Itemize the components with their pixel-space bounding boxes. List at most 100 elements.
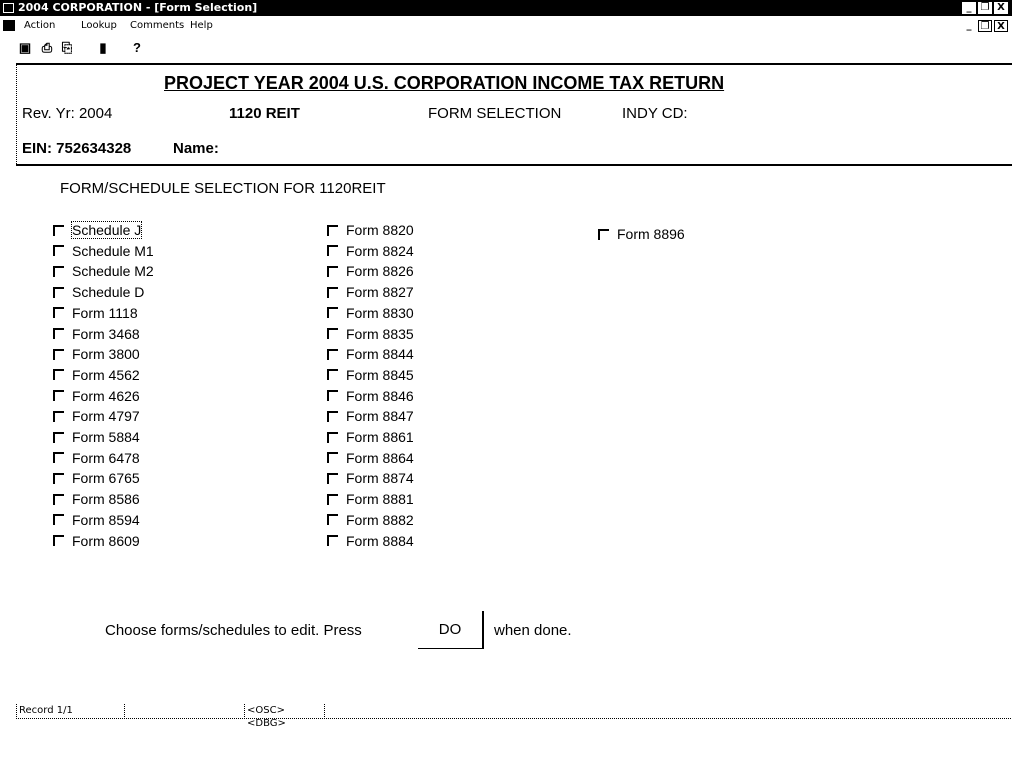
- status-pane: [324, 704, 1007, 717]
- form-checkbox[interactable]: Form 4562: [53, 367, 140, 383]
- form-checkbox-label: Form 4626: [72, 387, 140, 404]
- checkbox-icon[interactable]: [53, 245, 64, 257]
- checkbox-icon[interactable]: [53, 286, 64, 298]
- exit-icon[interactable]: ▮: [99, 40, 107, 55]
- ein: EIN: 752634328: [22, 140, 132, 157]
- form-checkbox[interactable]: Form 8846: [327, 388, 414, 404]
- checkbox-icon[interactable]: [53, 369, 64, 381]
- checkbox-icon[interactable]: [53, 348, 64, 360]
- form-checkbox[interactable]: Form 8594: [53, 512, 140, 528]
- form-checkbox[interactable]: Form 8884: [327, 533, 414, 549]
- status-pane: [124, 704, 187, 717]
- form-checkbox[interactable]: Form 3468: [53, 326, 140, 342]
- print-preview-icon[interactable]: ⎘: [61, 40, 73, 55]
- form-checkbox[interactable]: Form 6478: [53, 450, 140, 466]
- form-checkbox-label: Form 8845: [346, 366, 414, 383]
- form-checkbox[interactable]: Form 8609: [53, 533, 140, 549]
- checkbox-icon[interactable]: [598, 228, 609, 240]
- checkbox-icon[interactable]: [327, 307, 338, 319]
- form-checkbox-label: Schedule J: [70, 221, 143, 239]
- help-icon[interactable]: ?: [133, 40, 141, 55]
- child-close-button[interactable]: X: [994, 20, 1008, 32]
- form-checkbox[interactable]: Form 8896: [598, 226, 685, 242]
- toolbar: ▣ ⎙ ⎘ ▮ ?: [0, 38, 400, 60]
- checkbox-icon[interactable]: [327, 535, 338, 546]
- status-flags: <OSC> <DBG>: [244, 704, 327, 729]
- do-button[interactable]: DO: [418, 611, 484, 649]
- minimize-button[interactable]: _: [962, 2, 976, 14]
- form-checkbox[interactable]: Form 8844: [327, 346, 414, 362]
- checkbox-icon[interactable]: [53, 514, 64, 526]
- checkbox-icon[interactable]: [53, 265, 64, 277]
- checkbox-icon[interactable]: [327, 390, 338, 402]
- menu-bar: Action Lookup Comments Help _ ❐ X: [0, 18, 1012, 34]
- menu-help[interactable]: Help: [190, 20, 213, 31]
- form-checkbox[interactable]: Form 8586: [53, 491, 140, 507]
- form-checkbox[interactable]: Form 8864: [327, 450, 414, 466]
- window-title: 2004 CORPORATION - [Form Selection]: [18, 1, 258, 14]
- form-checkbox[interactable]: Form 1118: [53, 305, 138, 321]
- print-icon[interactable]: ⎙: [41, 40, 53, 55]
- save-icon[interactable]: ▣: [18, 40, 32, 55]
- checkbox-icon[interactable]: [53, 452, 64, 464]
- checkbox-icon[interactable]: [53, 410, 64, 422]
- checkbox-icon[interactable]: [327, 245, 338, 257]
- checkbox-icon[interactable]: [327, 410, 338, 422]
- form-checkbox[interactable]: Form 4626: [53, 388, 140, 404]
- checkbox-icon[interactable]: [327, 452, 338, 464]
- checkbox-icon[interactable]: [327, 328, 338, 339]
- checkbox-icon[interactable]: [327, 431, 338, 443]
- document-icon[interactable]: [3, 20, 15, 31]
- form-checkbox[interactable]: Form 8824: [327, 243, 414, 259]
- child-minimize-button[interactable]: _: [962, 20, 976, 32]
- restore-button[interactable]: ❐: [978, 2, 992, 14]
- checkbox-icon[interactable]: [327, 493, 338, 505]
- form-type: 1120 REIT: [229, 105, 300, 122]
- form-checkbox[interactable]: Form 8882: [327, 512, 414, 528]
- form-checkbox-label: Form 8861: [346, 429, 414, 445]
- form-checkbox[interactable]: Form 8820: [327, 222, 414, 238]
- checkbox-icon[interactable]: [53, 472, 64, 484]
- form-checkbox[interactable]: Form 3800: [53, 346, 140, 362]
- checkbox-icon[interactable]: [53, 535, 64, 546]
- form-checkbox[interactable]: Form 8826: [327, 263, 414, 279]
- menu-comments[interactable]: Comments: [130, 20, 185, 31]
- checkbox-icon[interactable]: [53, 307, 64, 319]
- form-checkbox[interactable]: Form 8827: [327, 284, 414, 300]
- form-checkbox-label: Schedule M2: [72, 263, 154, 280]
- name-label: Name:: [173, 140, 219, 157]
- form-checkbox[interactable]: Schedule M1: [53, 243, 154, 259]
- record-indicator: Record 1/1: [16, 704, 119, 717]
- checkbox-icon[interactable]: [53, 390, 64, 402]
- checkbox-icon[interactable]: [327, 514, 338, 526]
- form-checkbox[interactable]: Form 4797: [53, 408, 140, 424]
- form-checkbox[interactable]: Form 6765: [53, 470, 140, 486]
- form-checkbox[interactable]: Form 8845: [327, 367, 414, 383]
- form-checkbox[interactable]: Schedule M2: [53, 263, 154, 279]
- form-checkbox[interactable]: Form 8874: [327, 470, 414, 486]
- form-checkbox-label: Form 8594: [72, 511, 140, 528]
- form-checkbox[interactable]: Form 8881: [327, 491, 414, 507]
- form-checkbox[interactable]: Form 8861: [327, 429, 414, 445]
- checkbox-icon[interactable]: [327, 348, 338, 360]
- checkbox-icon[interactable]: [327, 369, 338, 381]
- form-checkbox[interactable]: Form 8835: [327, 326, 414, 342]
- form-checkbox[interactable]: Schedule D: [53, 284, 144, 300]
- checkbox-icon[interactable]: [53, 224, 64, 236]
- checkbox-icon[interactable]: [53, 328, 64, 339]
- menu-action[interactable]: Action: [24, 20, 56, 31]
- form-checkbox[interactable]: Form 8847: [327, 408, 414, 424]
- checkbox-icon[interactable]: [53, 431, 64, 443]
- checkbox-icon[interactable]: [53, 493, 64, 505]
- form-checkbox-label: Form 6765: [72, 470, 140, 487]
- form-checkbox[interactable]: Form 5884: [53, 429, 140, 445]
- form-checkbox[interactable]: Schedule J: [53, 221, 143, 239]
- checkbox-icon[interactable]: [327, 224, 338, 236]
- menu-lookup[interactable]: Lookup: [81, 20, 117, 31]
- form-checkbox[interactable]: Form 8830: [327, 305, 414, 321]
- checkbox-icon[interactable]: [327, 265, 338, 277]
- checkbox-icon[interactable]: [327, 286, 338, 298]
- checkbox-icon[interactable]: [327, 472, 338, 484]
- close-button[interactable]: X: [994, 2, 1008, 14]
- child-restore-button[interactable]: ❐: [978, 20, 992, 32]
